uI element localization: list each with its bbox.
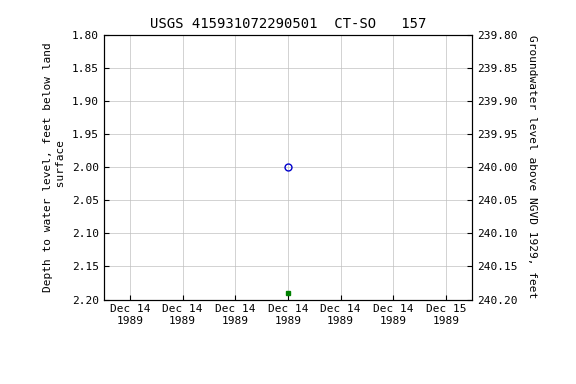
Title: USGS 415931072290501  CT-SO   157: USGS 415931072290501 CT-SO 157 (150, 17, 426, 31)
Y-axis label: Groundwater level above NGVD 1929, feet: Groundwater level above NGVD 1929, feet (527, 35, 537, 299)
Y-axis label: Depth to water level, feet below land
 surface: Depth to water level, feet below land su… (43, 42, 66, 292)
